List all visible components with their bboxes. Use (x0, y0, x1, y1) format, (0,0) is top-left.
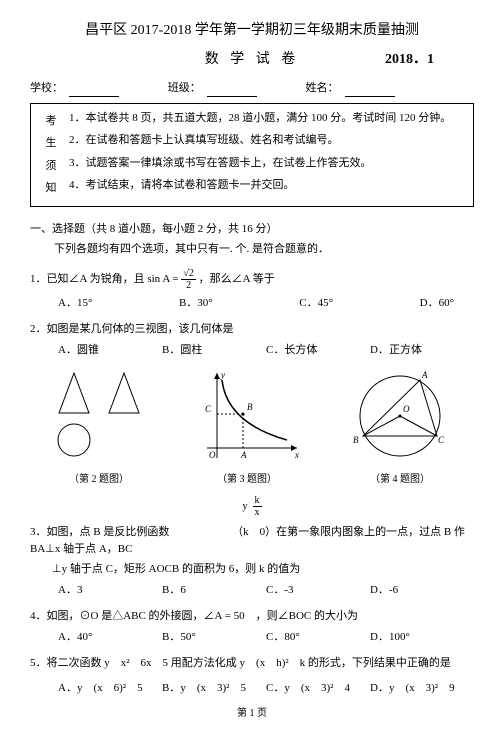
exam-subject: 数 学 试 卷 (205, 49, 300, 70)
q5-options: A．y (x 6)² 5 B．y (x 3)² 5 C．y (x 3)² 4 D… (30, 680, 474, 697)
school-label: 学校： (30, 82, 63, 94)
option-d: D．正方体 (370, 342, 474, 359)
q1-options: A．15° B．30° C．45° D．60° (30, 295, 474, 312)
class-blank (207, 83, 257, 97)
svg-text:O: O (403, 404, 410, 414)
option-c: C．-3 (266, 582, 370, 599)
option-a: A．y (x 6)² 5 (58, 680, 162, 697)
option-b: B．50° (162, 629, 266, 646)
option-d: D．100° (370, 629, 474, 646)
circumscribed-triangle-icon: A B C O (345, 368, 455, 463)
school-blank (69, 83, 119, 97)
figures-row: （第 2 题图） B C O A x y （第 3 题图） A (30, 368, 474, 487)
option-c: C．80° (266, 629, 370, 646)
notice-heading-col: 考 生 须 知 (39, 110, 63, 200)
y-equals-k-over-x: y k x (30, 495, 474, 518)
figure-4: A B C O （第 4 题图） (345, 368, 455, 487)
svg-text:x: x (294, 450, 299, 460)
option-a: A．40° (58, 629, 162, 646)
exam-title: 昌平区 2017-2018 学年第一学期初三年级期末质量抽测 (30, 20, 474, 41)
option-c: C．45° (299, 295, 333, 312)
hyperbola-graph-icon: B C O A x y (187, 368, 307, 463)
notice-item: 1．本试卷共 8 页，共五道大题，28 道小题，满分 100 分。考试时间 12… (69, 110, 465, 127)
notice-item: 4．考试结束，请将本试卷和答题卡一并交回。 (69, 177, 465, 194)
notice-items: 1．本试卷共 8 页，共五道大题，28 道小题，满分 100 分。考试时间 12… (69, 110, 465, 200)
option-d: D．60° (420, 295, 454, 312)
subtitle-row: 数 学 试 卷 2018．1 (30, 49, 474, 70)
section-1-heading: 一、选择题（共 8 道小题，每小题 2 分，共 16 分） 下列各题均有四个选项… (30, 221, 474, 258)
svg-text:C: C (438, 435, 445, 445)
option-a: A．15° (58, 295, 92, 312)
class-label: 班级： (168, 82, 201, 94)
question-4: 4．如图，⊙O 是△ABC 的外接圆，∠A = 50 ，则∠BOC 的大小为 A… (30, 608, 474, 645)
student-info-row: 学校： 班级： 姓名： (30, 80, 474, 97)
svg-text:C: C (205, 404, 212, 414)
name-label: 姓名： (306, 82, 339, 94)
notice-item: 3．试题答案一律填涂或书写在答题卡上，在试卷上作答无效。 (69, 155, 465, 172)
page-footer: 第 1 页 (30, 706, 474, 721)
q3-options: A．3 B．6 C．-3 D．-6 (30, 582, 474, 599)
option-b: B．30° (179, 295, 213, 312)
name-blank (345, 83, 395, 97)
option-b: B．圆柱 (162, 342, 266, 359)
option-a: A．3 (58, 582, 162, 599)
notice-box: 考 生 须 知 1．本试卷共 8 页，共五道大题，28 道小题，满分 100 分… (30, 103, 474, 207)
notice-item: 2．在试卷和答题卡上认真填写班级、姓名和考试编号。 (69, 132, 465, 149)
svg-text:B: B (247, 402, 253, 412)
question-2: 2．如图是某几何体的三视图，该几何体是 A．圆锥 B．圆柱 C．长方体 D．正方… (30, 321, 474, 358)
svg-text:O: O (209, 450, 216, 460)
option-b: B．y (x 3)² 5 (162, 680, 266, 697)
fraction-sqrt2-over-2: √2 2 (181, 268, 196, 291)
three-view-icon (49, 368, 149, 463)
q2-options: A．圆锥 B．圆柱 C．长方体 D．正方体 (30, 342, 474, 359)
option-b: B．6 (162, 582, 266, 599)
svg-text:A: A (240, 450, 247, 460)
option-c: C．y (x 3)² 4 (266, 680, 370, 697)
svg-text:A: A (421, 370, 428, 380)
figure-3: B C O A x y （第 3 题图） (187, 368, 307, 487)
svg-text:B: B (353, 435, 359, 445)
option-d: D．y (x 3)² 9 (370, 680, 474, 697)
exam-date: 2018．1 (385, 49, 434, 70)
option-d: D．-6 (370, 582, 474, 599)
svg-text:y: y (220, 370, 225, 380)
question-1: 1．已知∠A 为锐角，且 sin A = √2 2 ，那么∠A 等于 A．15°… (30, 268, 474, 312)
option-c: C．长方体 (266, 342, 370, 359)
q4-options: A．40° B．50° C．80° D．100° (30, 629, 474, 646)
question-3: 3．如图，点 B 是反比例函数 （k 0）在第一象限内图象上的一点，过点 B 作… (30, 524, 474, 598)
figure-2: （第 2 题图） (49, 368, 149, 487)
section-1-subheading: 下列各题均有四个选项，其中只有一. 个. 是符合题意的． (54, 241, 474, 258)
option-a: A．圆锥 (58, 342, 162, 359)
question-5: 5．将二次函数 y x² 6x 5 用配方法化成 y (x h)² k 的形式，… (30, 655, 474, 696)
